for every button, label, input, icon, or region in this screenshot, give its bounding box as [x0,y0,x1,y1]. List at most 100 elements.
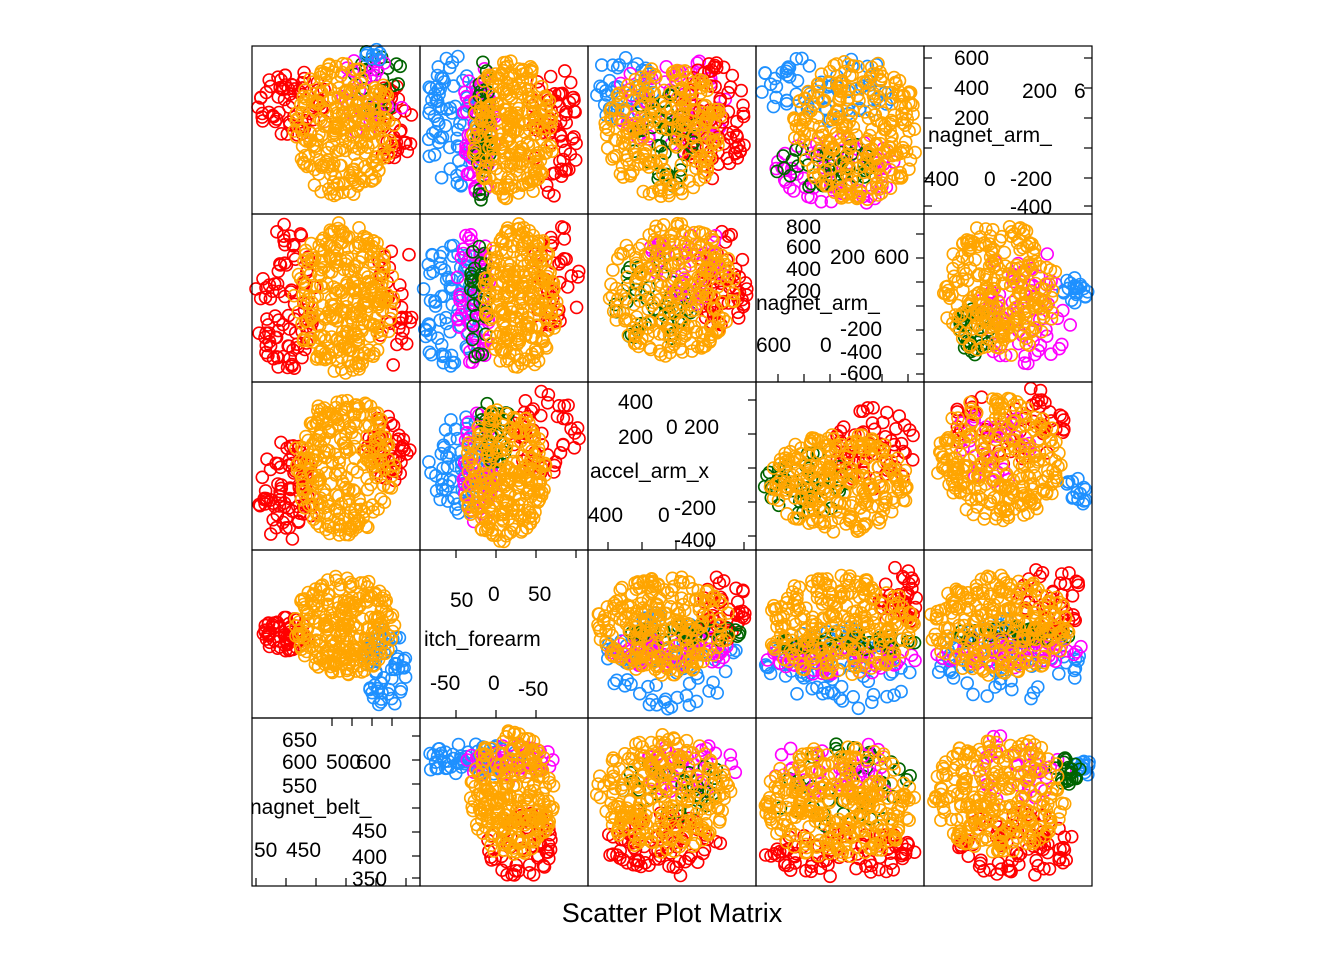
data-point [273,80,287,95]
data-point [539,146,554,160]
data-point [885,115,900,129]
data-point [297,254,311,268]
data-point [510,144,525,159]
data-point [512,146,527,161]
data-point [367,257,381,271]
data-point [873,93,887,108]
data-point [643,80,658,95]
data-point [253,291,268,306]
data-point [1044,347,1058,362]
data-point [377,247,391,262]
data-point [682,174,697,188]
data-point [531,171,546,186]
data-point [558,164,572,178]
data-point [1063,318,1077,332]
data-point [514,153,529,168]
data-point [598,120,613,135]
data-point [451,123,465,137]
data-point [277,256,292,271]
data-point [533,408,548,423]
data-point [613,167,628,181]
data-point [790,74,805,88]
data-point [276,317,290,332]
data-point [974,390,989,405]
data-point [1042,405,1057,419]
data-point [332,107,346,122]
data-point [806,168,821,182]
data-point [646,101,661,115]
data-point [357,239,372,253]
data-point [341,240,355,255]
data-point [428,299,443,313]
data-point [434,337,449,352]
data-point [296,89,311,104]
data-point [352,239,366,253]
data-point [662,177,677,191]
data-point [553,127,568,142]
data-point [376,267,391,282]
data-point [304,331,319,346]
data-point [537,127,552,141]
data-point [893,169,908,183]
data-point [335,304,350,319]
data-point [442,60,457,75]
data-point [383,311,398,326]
data-point [635,117,650,132]
data-point [520,135,535,150]
data-point [287,361,302,376]
data-point [333,334,348,349]
data-point [344,86,359,100]
data-point [312,307,327,322]
data-point [553,445,568,460]
data-point [445,355,460,370]
data-point [296,274,311,289]
data-point [365,48,380,62]
data-point [400,144,415,159]
data-point [675,117,690,132]
panel-r2-c0 [251,381,421,551]
data-point [612,111,627,126]
data-point [517,125,532,140]
data-point [361,140,375,154]
data-point [308,162,322,177]
data-point [270,277,285,291]
data-point [482,99,497,114]
data-point [664,101,678,115]
data-point [893,97,908,112]
data-point [334,158,348,173]
data-point [442,140,457,155]
data-point [852,93,866,108]
data-point [328,248,342,263]
data-point [885,129,899,144]
data-point [526,107,540,121]
data-point [542,94,557,108]
data-point [485,158,499,173]
panel-grid [249,42,1096,887]
data-point [730,130,744,144]
data-point [758,66,772,80]
data-point [377,495,392,510]
data-point [291,120,306,134]
data-point [291,267,306,282]
data-point [729,140,744,155]
data-point [533,107,548,121]
data-point [769,79,784,94]
data-point [310,133,325,147]
data-point [287,288,301,303]
data-point [826,142,841,156]
data-point [452,320,466,334]
data-point [896,140,910,155]
data-point [683,85,698,100]
data-point [282,339,297,354]
data-point [733,144,748,159]
data-point [780,506,794,521]
data-point [439,51,454,66]
data-point [480,101,495,115]
data-point [850,175,864,189]
data-point [608,132,622,147]
data-point [312,112,327,126]
data-point [708,102,723,117]
data-point [274,127,289,141]
data-point [327,240,342,255]
data-point [427,148,442,162]
